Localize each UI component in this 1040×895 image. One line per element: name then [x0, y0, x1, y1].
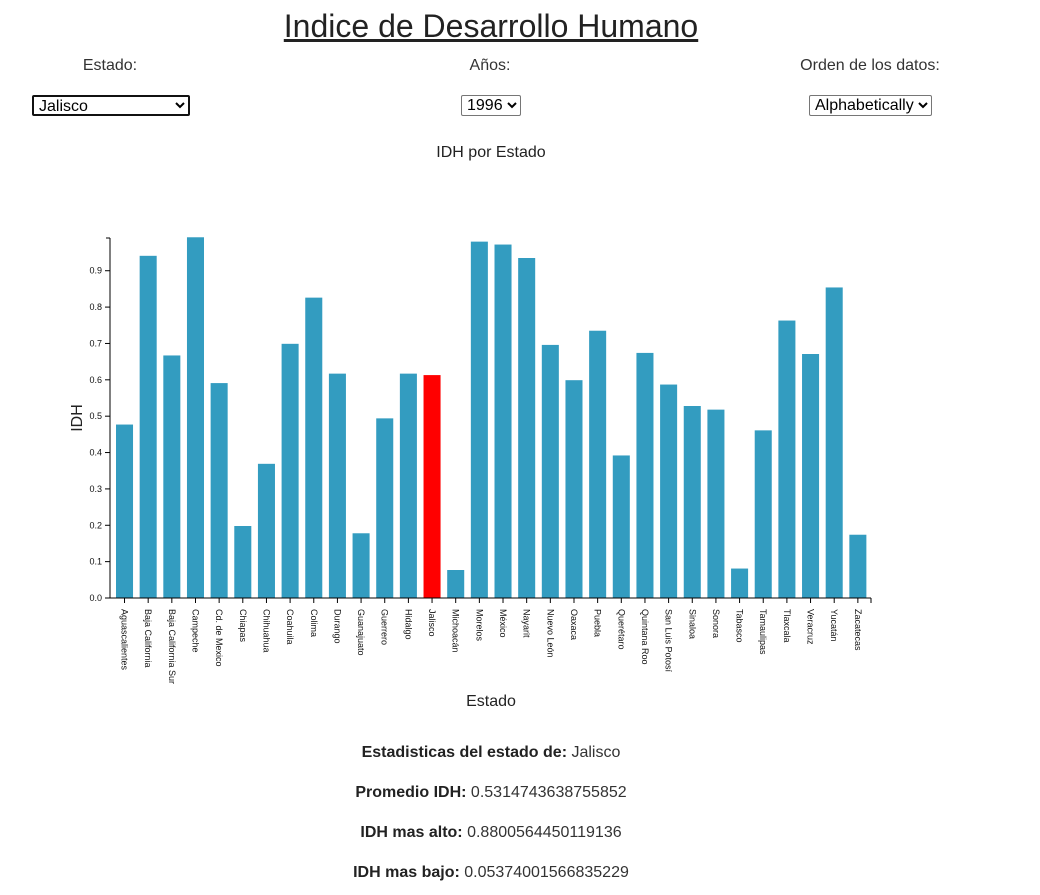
stats-promedio: Promedio IDH: 0.5314743638755852 [0, 784, 982, 802]
x-tick-label: Michoacán [451, 609, 461, 653]
bar-yucat-n[interactable] [825, 287, 843, 598]
y-tick-label: 0.3 [89, 484, 102, 494]
bar-jalisco[interactable] [423, 375, 441, 598]
estado-label: Estado: [82, 57, 138, 74]
x-tick-label: Yucatán [829, 609, 839, 642]
bar-coahuila[interactable] [281, 343, 299, 598]
x-tick-label: Tlaxcala [782, 609, 792, 643]
bar-zacatecas[interactable] [849, 534, 867, 598]
stats-bajo-label: IDH mas bajo: [353, 864, 460, 881]
x-tick-label: Baja California Sur [167, 609, 177, 684]
bar-san-luis-potos-[interactable] [660, 384, 678, 598]
y-tick-label: 0.9 [89, 266, 102, 276]
x-tick-label: Sonora [711, 609, 721, 638]
chart-title: IDH por Estado [436, 144, 546, 161]
bar-chiapas[interactable] [234, 526, 252, 598]
x-tick-label: San Luis Potosí [664, 609, 674, 673]
x-tick-label: Tamaulipas [758, 609, 768, 655]
y-axis-label: IDH [69, 404, 86, 432]
x-tick-label: Zacatecas [853, 609, 863, 651]
bar-campeche[interactable] [186, 237, 205, 599]
bar-guerrero[interactable] [376, 418, 394, 598]
bar-aguascalientes[interactable] [116, 424, 134, 598]
bar-baja-california[interactable] [139, 255, 157, 598]
bar-guanajuato[interactable] [352, 533, 370, 598]
x-tick-label: Jalisco [427, 609, 437, 637]
x-tick-label: Campeche [190, 609, 200, 653]
x-tick-label: Oaxaca [569, 609, 579, 640]
x-tick-label: Querétaro [616, 609, 626, 650]
bar-oaxaca[interactable] [565, 380, 583, 598]
bar-m-xico[interactable] [494, 244, 512, 598]
stats-bajo: IDH mas bajo: 0.05374001566835229 [0, 864, 982, 882]
y-tick-label: 0.7 [89, 338, 102, 348]
bar-quer-taro[interactable] [612, 455, 630, 598]
stats-estado-value: Jalisco [571, 744, 621, 761]
x-tick-label: Hidalgo [403, 609, 413, 640]
bar-tamaulipas[interactable] [754, 430, 772, 598]
page-title: Indice de Desarrollo Humano [283, 8, 699, 44]
x-tick-label: Aguascalientes [120, 609, 130, 671]
x-tick-label: Guanajuato [356, 609, 366, 656]
stats-estado-label: Estadisticas del estado de: [361, 744, 568, 761]
estado-select[interactable]: Jalisco [32, 95, 190, 116]
x-tick-label: México [498, 609, 508, 638]
bar-sinaloa[interactable] [683, 406, 701, 598]
bar-sonora[interactable] [707, 409, 725, 598]
bar-colima[interactable] [305, 297, 323, 598]
x-tick-label: Colima [309, 609, 319, 637]
bar-veracruz[interactable] [802, 354, 820, 598]
x-tick-label: Sinaloa [687, 609, 697, 639]
bar-nuevo-le-n[interactable] [541, 344, 559, 598]
x-tick-label: Veracruz [806, 609, 816, 645]
x-tick-label: Puebla [593, 609, 603, 637]
x-tick-label: Chiapas [238, 609, 248, 643]
bar-morelos[interactable] [470, 241, 488, 599]
x-tick-label: Durango [332, 609, 342, 644]
x-tick-label: Guerrero [380, 609, 390, 645]
y-tick-label: 0.5 [89, 411, 102, 421]
x-tick-label: Cd. de Mexico [214, 609, 224, 667]
stats-bajo-value: 0.05374001566835229 [464, 864, 629, 881]
bar-tlaxcala[interactable] [778, 320, 796, 598]
bar-tabasco[interactable] [731, 568, 749, 598]
stats-alto-value: 0.8800564450119136 [467, 824, 622, 841]
y-tick-label: 0.0 [89, 593, 102, 603]
bar-puebla[interactable] [589, 330, 607, 598]
bar-nayarit[interactable] [518, 258, 536, 598]
x-tick-label: Morelos [474, 609, 484, 642]
bar-chihuahua[interactable] [257, 463, 275, 598]
stats-alto-label: IDH mas alto: [360, 824, 463, 841]
y-tick-label: 0.1 [89, 557, 102, 567]
x-tick-label: Nayarit [522, 609, 532, 638]
bar-durango[interactable] [328, 373, 346, 598]
bar-chart: Aguascalientes Baja California Baja Califo… [69, 237, 872, 710]
bar-cd-de-mexico[interactable] [210, 383, 228, 598]
x-tick-label: Baja California [143, 609, 153, 668]
anio-select[interactable]: 1996 [461, 95, 521, 116]
stats-alto: IDH mas alto: 0.8800564450119136 [0, 824, 982, 842]
y-tick-label: 0.8 [89, 302, 102, 312]
y-tick-label: 0.6 [89, 375, 102, 385]
orden-select[interactable]: Alphabetically [809, 95, 932, 116]
x-tick-label: Nuevo León [545, 609, 555, 658]
stats-estado: Estadisticas del estado de: Jalisco [0, 744, 982, 762]
stats-promedio-value: 0.5314743638755852 [470, 784, 627, 801]
x-tick-label: Coahuila [285, 609, 295, 645]
bar-quintana-roo[interactable] [636, 352, 654, 598]
x-axis-label: Estado [466, 693, 516, 710]
bar-michoac-n[interactable] [447, 570, 465, 598]
x-tick-label: Chihuahua [261, 609, 271, 653]
orden-label: Orden de los datos: [800, 57, 940, 74]
y-tick-label: 0.4 [89, 448, 102, 458]
x-tick-label: Tabasco [735, 609, 745, 643]
stats-promedio-label: Promedio IDH: [355, 784, 467, 801]
bar-baja-california-sur[interactable] [163, 355, 181, 598]
x-tick-label: Quintana Roo [640, 609, 650, 665]
anios-label: Años: [469, 57, 511, 74]
y-tick-label: 0.2 [89, 520, 102, 530]
bar-hidalgo[interactable] [399, 373, 417, 598]
